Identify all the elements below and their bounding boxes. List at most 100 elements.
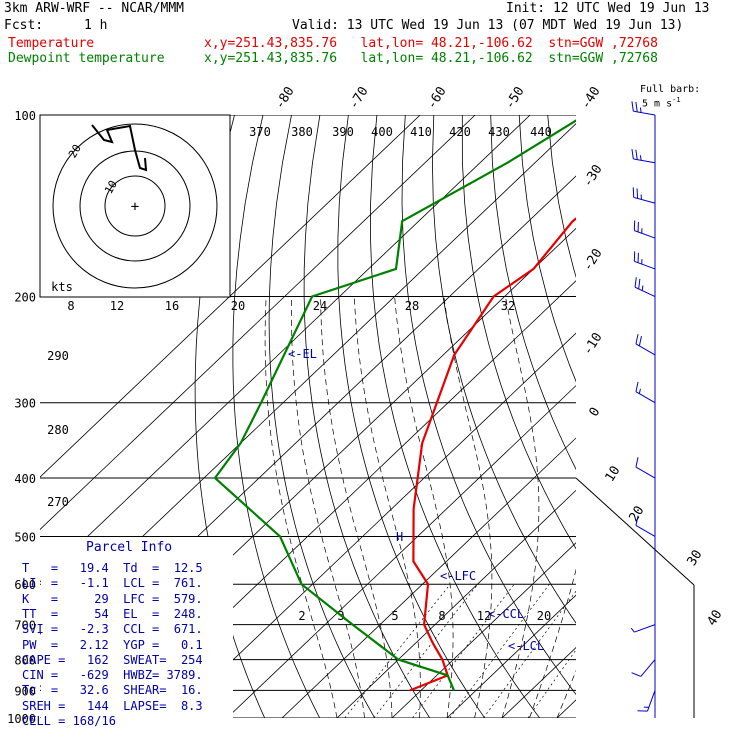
pressure-tick-label: 400: [14, 472, 36, 486]
wind-barb: [633, 110, 656, 116]
wind-barb-layer: [630, 101, 656, 712]
theta-label: 380: [291, 125, 313, 139]
isotherm-line: [446, 594, 576, 718]
barb-legend-line2: 5 m s-1: [642, 95, 681, 109]
pressure-tick-label: 600: [14, 578, 36, 592]
wind-barb-flag: [635, 457, 639, 468]
wind-barb: [633, 196, 656, 204]
temperature-tick-label: -50: [502, 84, 527, 112]
lfc-annotation: <-LFC: [440, 569, 476, 583]
parcel-info-row: CELL = 168/16: [22, 714, 116, 728]
dry-adiabat-line: [518, 115, 576, 383]
dry-adiabat-line: [490, 115, 576, 471]
wind-barb-flag: [631, 672, 642, 677]
temperature-legend-label: Temperature: [8, 36, 95, 51]
moist-adiabat-line: [320, 296, 393, 718]
wind-barb: [647, 690, 656, 712]
dry-adiabat-line: [547, 115, 576, 279]
isotherm-line: [281, 437, 576, 718]
ccl-annotation: <-CCL: [488, 607, 524, 621]
lcl-annotation: <-LCL: [508, 639, 544, 653]
mixing-ratio-label: 5: [391, 609, 398, 623]
speed-tick-label: 28: [405, 299, 419, 313]
wind-barb-flag: [636, 188, 639, 199]
moist-adiabat-line: [353, 296, 421, 718]
pressure-tick-label: 700: [14, 619, 36, 633]
wind-barb-flag: [635, 149, 638, 160]
isotherm-line: [612, 115, 740, 718]
temperature-tick-label: 20: [627, 504, 648, 525]
dry-adiabat-line: [337, 115, 486, 718]
wind-barb: [635, 466, 656, 479]
temperature-tick-label: -40: [578, 84, 603, 112]
barb-legend-superscript: -1: [672, 96, 681, 104]
isotherm-line: [391, 542, 576, 718]
speed-tick-label: 32: [501, 299, 515, 313]
parcel-info-row: TT = 54 EL = 248.: [22, 606, 203, 621]
hodograph-ring: [104, 175, 166, 237]
wind-barb-flag: [631, 101, 634, 112]
parcel-info-box: [41, 537, 233, 718]
pressure-tick-label: 100: [14, 109, 36, 123]
isotherm-line: [40, 115, 421, 478]
wind-barb: [635, 391, 656, 404]
parcel-info-row: T = 19.4 Td = 12.5: [22, 561, 203, 575]
hodograph-trace: [91, 124, 148, 172]
temperature-tick-label: -70: [346, 84, 371, 112]
valid-time: Valid: 13 UTC Wed 19 Jun 13 (07 MDT Wed …: [292, 18, 684, 33]
temperature-profile: [409, 217, 576, 692]
wind-barb-flag: [639, 107, 642, 113]
wind-barb: [633, 158, 656, 164]
theta-left-label: 290: [47, 349, 69, 363]
wind-barb-flag: [635, 334, 639, 345]
parcel-info-row: PW = 2.12 YGP = 0.1: [22, 637, 203, 652]
wind-barb: [640, 659, 656, 677]
init-time: Init: 12 UTC Wed 19 Jun 13: [506, 1, 710, 16]
dewpoint-legend-label: Dewpoint temperature: [8, 51, 165, 66]
wind-barb: [634, 260, 656, 270]
dewpoint-profile: [213, 119, 576, 691]
theta-label: 410: [410, 125, 432, 139]
hodograph-ring: [52, 123, 218, 289]
wind-barb-flag: [635, 515, 639, 526]
moist-adiabat-line: [264, 296, 338, 718]
moist-adiabat-line: [443, 296, 493, 718]
parcel-mark: H: [396, 530, 403, 544]
temperature-tick-label: -60: [424, 84, 449, 112]
moist-adiabat-line: [501, 296, 540, 718]
temperature-tick-label: 0: [587, 405, 604, 420]
wind-barb-flag: [631, 148, 634, 159]
dry-adiabat-line: [461, 115, 576, 550]
isotherm-line: [336, 489, 576, 718]
temperature-legend-info: x,y=251.43,835.76 lat,lon= 48.21,-106.62…: [204, 36, 658, 51]
model-title: 3km ARW-WRF -- NCAR/MMM: [4, 1, 185, 16]
parcel-info-row: K = 29 LFC = 579.: [22, 591, 203, 606]
theta-label: 390: [332, 125, 354, 139]
speed-tick-label: 24: [313, 299, 327, 313]
mixing-ratio-line: [527, 649, 576, 718]
barb-legend-line1: Full barb:: [640, 84, 701, 95]
hodograph-ring-label: 10: [102, 178, 120, 196]
mixing-ratio-line: [412, 583, 515, 718]
dry-adiabat-line: [370, 115, 541, 718]
moist-adiabat-line: [529, 568, 576, 718]
temperature-tick-label: 30: [685, 548, 706, 569]
dry-adiabat-line: [605, 115, 740, 718]
barb-legend-unit: 5 m s: [642, 98, 673, 110]
temperature-tick-label: 10: [603, 464, 624, 485]
isotherm-line: [171, 332, 576, 718]
isotherm-line: [40, 115, 476, 530]
temperature-tick-label: -10: [580, 330, 605, 358]
pressure-tick-label: 200: [14, 291, 36, 305]
temperature-tick-label: -20: [580, 246, 605, 274]
moist-adiabat-line: [556, 669, 576, 718]
pressure-tick-label: 500: [14, 530, 36, 544]
dry-adiabat-line: [232, 115, 321, 718]
fcst-label: Fcst:: [4, 18, 44, 33]
wind-barb-flag: [638, 388, 641, 394]
isotherm-line: [556, 699, 576, 718]
mixing-ratio-label: 20: [537, 609, 551, 623]
speed-tick-label: 20: [231, 299, 245, 313]
